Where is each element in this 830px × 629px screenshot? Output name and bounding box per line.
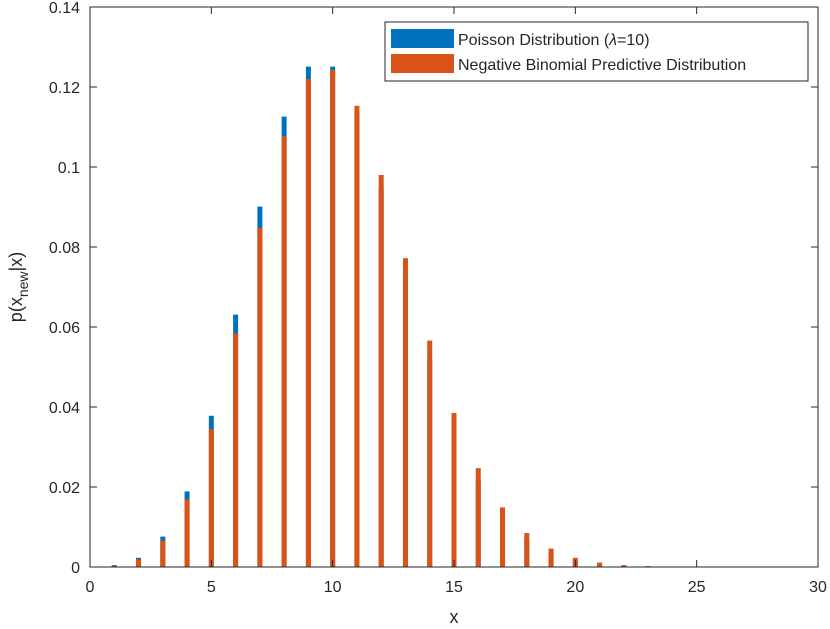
negbin-bar-2 <box>136 559 142 567</box>
y-axis-label-main: p(x <box>6 297 26 322</box>
negbin-bar-15 <box>451 413 457 567</box>
negbin-bar-1 <box>111 565 117 567</box>
negbin-bar-12 <box>378 175 384 567</box>
legend-swatch-poisson <box>391 29 454 48</box>
y-axis-label-sub: new <box>15 271 31 298</box>
y-tick-label: 0.12 <box>49 80 80 97</box>
negbin-bar-13 <box>402 258 408 567</box>
y-tick-label: 0.08 <box>49 240 80 257</box>
x-tick-label: 15 <box>445 579 463 596</box>
negbin-bar-9 <box>305 79 311 567</box>
y-axis-label-end: |x) <box>6 252 26 272</box>
negbin-bar-14 <box>427 340 433 567</box>
negbin-bar-5 <box>208 429 214 567</box>
legend-swatch-negative-binomial <box>391 54 454 73</box>
y-tick-label: 0.06 <box>49 320 80 337</box>
negbin-bar-7 <box>257 227 263 568</box>
negbin-bar-8 <box>281 136 287 567</box>
x-tick-label: 25 <box>688 579 706 596</box>
negbin-bar-6 <box>233 333 239 567</box>
negbin-bar-18 <box>524 533 530 567</box>
y-tick-label: 0.04 <box>49 400 80 417</box>
y-tick-label: 0.1 <box>58 160 80 177</box>
legend: Poisson Distribution (λ=10) Negative Bin… <box>384 21 809 82</box>
legend-label-poisson: Poisson Distribution (λ=10) <box>458 32 650 49</box>
x-tick-label: 20 <box>566 579 584 596</box>
legend-label-poisson-name: Poisson Distribution ( <box>458 32 610 49</box>
negbin-bar-16 <box>475 468 481 567</box>
lambda-symbol: λ <box>608 32 617 49</box>
y-tick-label: 0.02 <box>49 480 80 497</box>
negbin-bar-4 <box>184 499 190 567</box>
legend-box <box>384 21 809 82</box>
negbin-bar-3 <box>160 540 166 567</box>
x-tick-label: 30 <box>809 579 827 596</box>
negbin-bar-22 <box>621 565 627 567</box>
x-axis-label: x <box>450 607 459 627</box>
legend-label-negative-binomial: Negative Binomial Predictive Distributio… <box>458 57 746 74</box>
y-axis-label: p(xnew|x) <box>6 252 31 322</box>
negbin-bar-10 <box>330 69 336 568</box>
ticks-group: 0 5 10 15 20 25 30 0 0.02 0.04 0.06 0.08 0.1 0.12 0.14 <box>49 0 827 596</box>
y-tick-label: 0.14 <box>49 0 80 17</box>
x-tick-label: 5 <box>207 579 216 596</box>
y-tick-label: 0 <box>71 560 80 577</box>
x-tick-label: 0 <box>86 579 95 596</box>
bars-group <box>111 66 675 568</box>
x-tick-label: 10 <box>324 579 342 596</box>
negbin-bar-21 <box>597 562 603 567</box>
negbin-bar-19 <box>548 548 554 567</box>
negbin-bar-11 <box>354 105 360 568</box>
negbin-bar-17 <box>500 507 506 567</box>
legend-label-poisson-end: =10) <box>617 32 649 49</box>
